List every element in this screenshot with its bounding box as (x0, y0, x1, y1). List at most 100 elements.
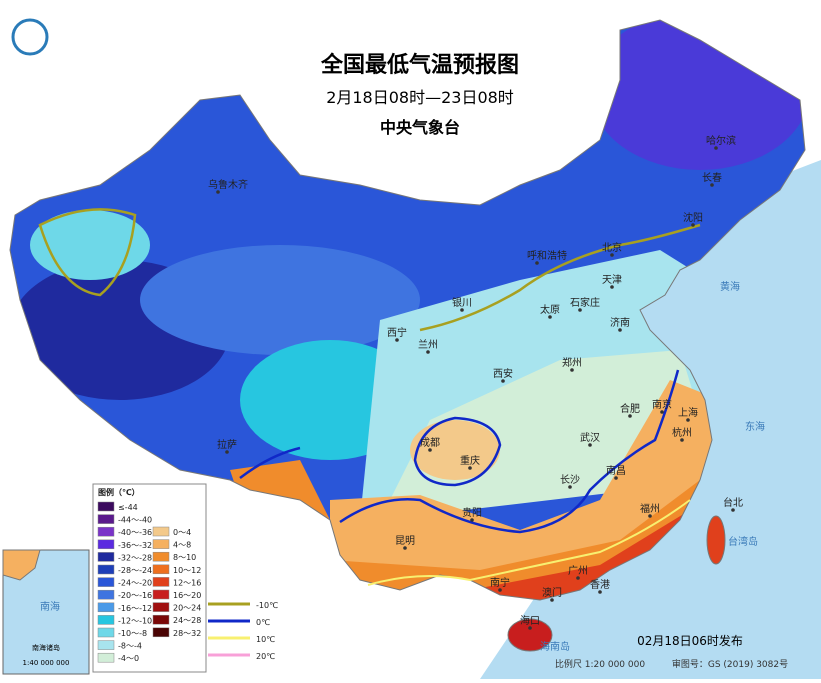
city-label: 福州 (640, 502, 660, 515)
legend-swatch (97, 615, 115, 625)
legend-label: ≤-44 (118, 503, 138, 512)
city-label: 南宁 (490, 576, 510, 589)
city-label: 哈尔滨 (706, 134, 736, 147)
sea-label: 黄海 (720, 280, 740, 293)
legend-swatch (97, 514, 115, 524)
legend-line-label: 10℃ (256, 635, 275, 644)
legend-swatch (152, 564, 170, 575)
city-dot (598, 590, 602, 594)
city-dot (628, 414, 632, 418)
sea-label: 东海 (745, 420, 765, 433)
legend-swatch (97, 501, 115, 512)
legend-label: -20～-16 (118, 591, 152, 600)
legend-label: 24～28 (173, 616, 201, 625)
city-dot (578, 308, 582, 312)
city-dot (498, 588, 502, 592)
legend-swatch (97, 602, 115, 613)
city-dot (686, 418, 690, 422)
city-label: 成都 (420, 437, 440, 449)
city-dot (731, 508, 735, 512)
city-dot (470, 518, 474, 522)
legend-swatch (97, 652, 115, 663)
city-label: 昆明 (395, 535, 415, 547)
city-label: 南昌 (606, 464, 626, 477)
inset-scale: 1:40 000 000 (23, 659, 70, 667)
issued: 02月18日06时发布 (637, 633, 743, 648)
city-label: 石家庄 (570, 296, 600, 309)
legend-label: -40～-36 (118, 528, 152, 537)
city-dot (501, 379, 505, 383)
sea-label: 台湾岛 (728, 535, 758, 548)
city-label: 银川 (452, 296, 472, 309)
city-label: 长沙 (560, 474, 580, 486)
legend: 图例（℃） ≤-44 -44～-40 -40～-36 -36～-32 -32～-28 -2… (92, 483, 278, 673)
city-dot (710, 183, 714, 187)
legend-label: 10～12 (173, 566, 201, 575)
issuer: 中央气象台 (380, 118, 460, 137)
city-label: 重庆 (460, 454, 480, 467)
legend-label: 8～10 (173, 553, 196, 562)
city-dot (460, 308, 464, 312)
city-label: 乌鲁木齐 (208, 178, 248, 191)
city-label: 贵阳 (462, 506, 482, 519)
legend-label: -12～-10 (118, 616, 152, 625)
city-label: 台北 (723, 496, 743, 509)
legend-swatch (152, 526, 170, 537)
legend-swatch (152, 551, 170, 562)
city-label: 郑州 (562, 356, 582, 369)
period: 2月18日08时—23日08时 (326, 88, 514, 107)
city-label: 南京 (652, 398, 672, 411)
city-dot (648, 514, 652, 518)
legend-label: -28～-24 (118, 566, 152, 575)
contour-0 (239, 369, 680, 534)
legend-label: -44～-40 (118, 516, 152, 525)
legend-label: 0～4 (173, 528, 191, 537)
city-label: 拉萨 (217, 438, 237, 451)
legend-label: 4～8 (173, 541, 191, 550)
legend-swatch (152, 602, 170, 612)
city-label: 北京 (602, 241, 622, 254)
legend-line-label: 20℃ (256, 652, 275, 661)
legend-swatch (97, 627, 115, 638)
city-dot (225, 450, 229, 454)
inset-land (2, 549, 41, 581)
legend-swatch (97, 640, 115, 650)
city-label: 广州 (568, 565, 588, 577)
legend-label: 28～32 (173, 629, 201, 638)
city-dot (548, 315, 552, 319)
legend-label: 20～24 (173, 604, 201, 613)
city-dot (395, 338, 399, 342)
legend-label: -10～-8 (118, 629, 147, 638)
legend-swatch (152, 577, 170, 587)
city-label: 长春 (702, 172, 722, 184)
city-dot (535, 261, 539, 265)
legend-label: -16～-12 (118, 604, 152, 613)
legend-label: -36～-32 (118, 541, 152, 550)
map-scale: 比例尺 1:20 000 000 (555, 658, 645, 670)
city-dot (426, 350, 430, 354)
legend-swatch (97, 577, 115, 587)
city-label: 武汉 (580, 431, 600, 444)
legend-swatch (97, 589, 115, 600)
inset: 南海诸岛 1:40 000 000 (2, 549, 90, 675)
city-dot (610, 285, 614, 289)
approval: 审图号：GS (2019) 3082号 (672, 658, 788, 670)
legend-title: 图例（℃） (98, 487, 140, 497)
city-dot (614, 476, 618, 480)
city-label: 杭州 (672, 426, 692, 439)
sea-label: 南海 (40, 600, 60, 613)
city-dot (588, 443, 592, 447)
legend-swatch (97, 552, 115, 562)
city-dot (528, 626, 532, 630)
city-dot (550, 598, 554, 602)
legend-line-label: -10℃ (256, 601, 278, 610)
legend-swatch (97, 526, 115, 537)
legend-swatch (152, 614, 170, 625)
city-label: 澳门 (542, 586, 562, 599)
city-label: 济南 (610, 316, 630, 329)
legend-label: -24～-20 (118, 579, 152, 588)
border (9, 19, 806, 601)
logo (11, 18, 49, 56)
city-dot (576, 576, 580, 580)
